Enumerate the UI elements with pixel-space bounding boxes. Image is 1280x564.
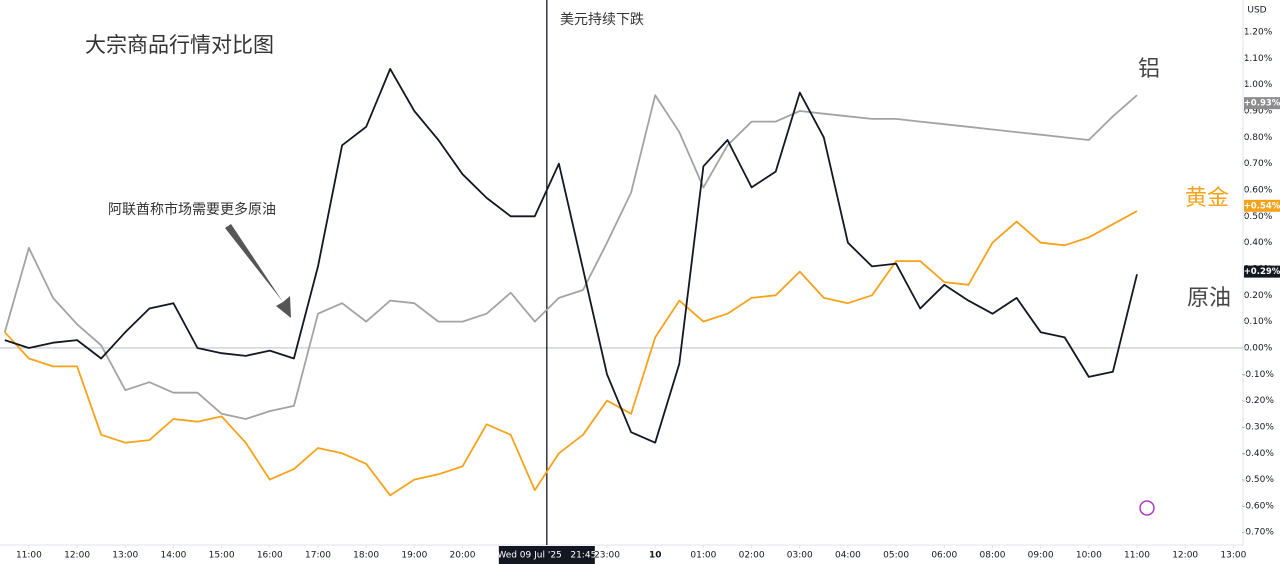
x-tick-label: 04:00: [835, 551, 861, 561]
x-tick-label: 13:00: [1220, 551, 1246, 561]
price-tag: +0.29%: [1244, 267, 1280, 277]
y-tick-label: 0.80%: [1244, 133, 1273, 143]
x-tick-label: 02:00: [739, 551, 765, 561]
annotation: 阿联酋称市场需要更多原油: [108, 201, 276, 218]
y-tick-label: 0.40%: [1244, 238, 1273, 248]
y-tick-label: -0.70%: [1242, 528, 1274, 538]
price-tag-bg: [1244, 265, 1280, 278]
currency: USD: [1247, 6, 1266, 16]
series-line: [4, 68, 1138, 444]
legend-label: 黄金: [1185, 186, 1229, 211]
y-tick-label: -0.10%: [1242, 370, 1274, 380]
icon: [1139, 500, 1155, 516]
x-tick-label: 20:00: [450, 551, 476, 561]
series-line: [3, 94, 1138, 420]
y-tick-label: -0.60%: [1242, 501, 1274, 511]
legend-label: 原油: [1187, 286, 1231, 311]
y-tick-label: -0.30%: [1242, 422, 1274, 432]
x-tick-label: 10:00: [1076, 551, 1102, 561]
y-tick-label: 1.20%: [1244, 28, 1273, 38]
y-tick-label: -0.40%: [1242, 449, 1274, 459]
y-tick-label: 0.50%: [1244, 212, 1273, 222]
x-tick-label: 16:00: [257, 551, 283, 561]
x-tick-label: 12:00: [1172, 551, 1198, 561]
y-tick-label: 1.10%: [1244, 54, 1273, 64]
price-tag: +0.93%: [1244, 99, 1280, 109]
x-tick-label: 14:00: [160, 551, 186, 561]
y-tick-label: 0.10%: [1244, 317, 1273, 327]
y-tick-label: 0.20%: [1244, 291, 1273, 301]
x-tick-label: 08:00: [980, 551, 1006, 561]
x-tick-label: 18:00: [353, 551, 379, 561]
x-tick-label: 13:00: [112, 551, 138, 561]
x-tick-label: 01:00: [690, 551, 716, 561]
y-tick-label: 0.90%: [1244, 107, 1273, 117]
price-tag-bg: [1244, 199, 1280, 212]
x-tick-label: 12:00: [64, 551, 90, 561]
crosshair-label-bg: [498, 546, 595, 564]
y-tick-label: 0.00%: [1244, 343, 1273, 353]
legend-label: 铝: [1138, 57, 1160, 82]
annotation-arrow: [225, 224, 291, 318]
x-tick-label: 06:00: [931, 551, 957, 561]
price-tag-bg: [1244, 97, 1280, 110]
x-tick-label: 17:00: [305, 551, 331, 561]
x-tick-label: 15:00: [209, 551, 235, 561]
crosshair-label: Wed 09 Jul '25 21:45: [497, 551, 596, 561]
x-tick-label: 11:00: [1124, 551, 1150, 561]
x-tick-label: 19:00: [401, 551, 427, 561]
chart-title: 大宗商品行情对比图: [85, 33, 274, 57]
y-tick-label: 1.00%: [1244, 80, 1273, 90]
price-tag: +0.54%: [1244, 201, 1280, 211]
annotation: 美元持续下跌: [560, 11, 644, 28]
y-tick-label: -0.50%: [1242, 475, 1274, 485]
x-tick-label: 23:00: [594, 551, 620, 561]
x-tick-label: 11:00: [16, 551, 42, 561]
y-tick-label: 0.60%: [1244, 186, 1273, 196]
series-line: [4, 210, 1138, 497]
y-tick-label: 0.70%: [1244, 159, 1273, 169]
x-tick-label: 10: [649, 551, 662, 561]
x-tick-label: 05:00: [883, 551, 909, 561]
y-tick-label: -0.20%: [1242, 396, 1274, 406]
x-tick-label: 09:00: [1028, 551, 1054, 561]
x-tick-label: 03:00: [787, 551, 813, 561]
